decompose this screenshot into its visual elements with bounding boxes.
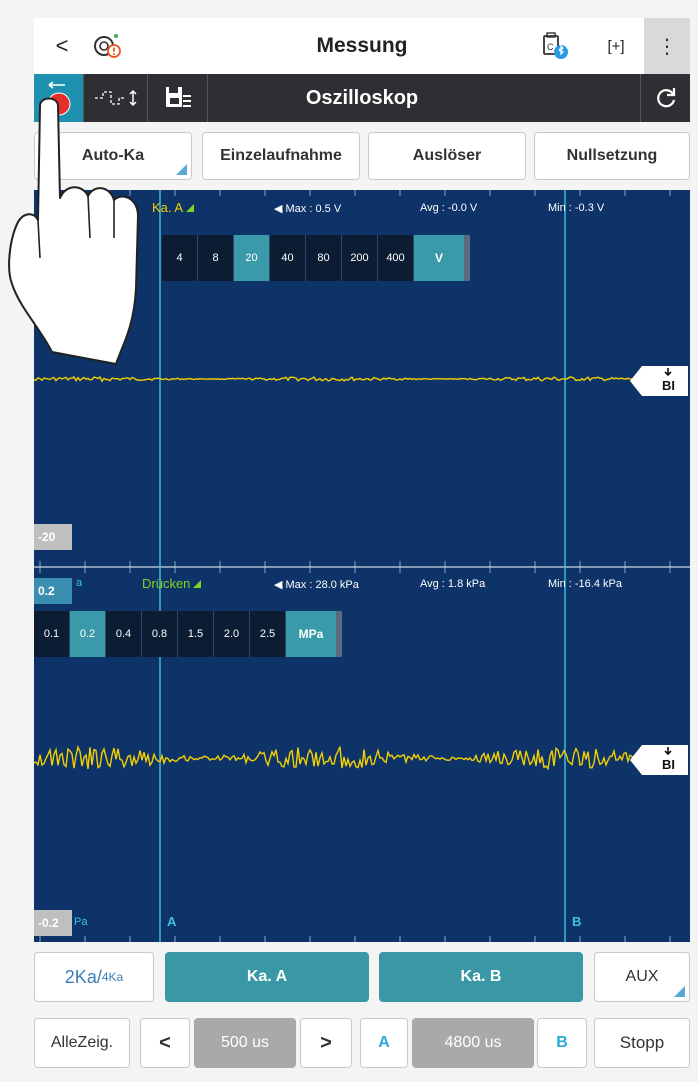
channel-b-max-text: Max : 28.0 kPa [285, 579, 359, 591]
channel-b-scale-unit: MPa [286, 611, 336, 657]
channel-a-scale-option[interactable]: 200 [342, 235, 378, 281]
channel-a-trace [34, 375, 635, 383]
channel-a-scale-option[interactable]: 8 [198, 235, 234, 281]
channel-a-marker-label: BI [662, 378, 675, 393]
channel-a-scale-selector: 4 8 20 40 80 200 400 V [162, 235, 470, 281]
channel-b-trace [34, 745, 635, 771]
channel-a-scale-option[interactable]: 20 [234, 235, 270, 281]
timebase-value: 500 us [194, 1018, 296, 1068]
channel-a-max: ◀ Max : 0.5 V [274, 203, 342, 215]
channel-a-scale-option[interactable]: 4 [162, 235, 198, 281]
channel-b-scale-selector: 0.1 0.2 0.4 0.8 1.5 2.0 2.5 MPa [34, 611, 342, 657]
svg-text:C: C [547, 42, 554, 52]
fullscreen-icon[interactable]: [+] [607, 37, 625, 55]
channel-count-main: 2Ka/ [64, 966, 102, 987]
stop-button[interactable]: Stopp [594, 1018, 690, 1068]
channel-b-max: ◀ Max : 28.0 kPa [274, 579, 359, 591]
timebase-next-button[interactable]: > [300, 1018, 352, 1068]
more-menu-icon[interactable]: ⋮ [644, 18, 690, 74]
channel-b-y-max-label: 0.2 [34, 578, 72, 604]
channel-a-scale-option[interactable]: 80 [306, 235, 342, 281]
timebase-row: AlleZeig. < 500 us > A 4800 us B Stopp [34, 1018, 690, 1076]
channel-count-button[interactable]: 2Ka/4Ka [34, 952, 154, 1002]
trigger-button[interactable]: Auslöser [368, 132, 526, 180]
channel-a-scale-edge [464, 235, 470, 281]
channel-a-name[interactable]: Ka. A [152, 200, 194, 215]
channel-b-y-max-unit: a [76, 577, 83, 589]
tap-gesture-hand-icon [8, 97, 139, 365]
timebase-prev-button[interactable]: < [140, 1018, 190, 1068]
channel-b-scale-option[interactable]: 2.5 [250, 611, 286, 657]
scope-canvas[interactable] [34, 190, 690, 942]
channel-a-max-text: Max : 0.5 V [285, 203, 342, 215]
channel-b-y-min-label: -0.2 [34, 910, 72, 936]
channel-b-avg: Avg : 1.8 kPa [420, 578, 486, 590]
auto-channel-button[interactable]: Auto-Ka [34, 132, 192, 180]
vci-bluetooth-icon[interactable]: C [532, 18, 578, 74]
channel-a-scale-option[interactable]: 400 [378, 235, 414, 281]
channel-b-scale-option[interactable]: 0.1 [34, 611, 70, 657]
cursor-b-button[interactable]: B [537, 1018, 587, 1068]
channel-a-y-min-label: -20 [34, 524, 72, 550]
back-icon[interactable]: < [55, 33, 69, 58]
trigger-mode-icon[interactable] [84, 74, 148, 122]
channel-select-row: 2Ka/4Ka Ka. A Ka. B AUX [34, 952, 690, 1004]
save-list-icon[interactable] [148, 74, 208, 122]
channel-b-scale-option[interactable]: 0.2 [70, 611, 106, 657]
single-shot-button[interactable]: Einzelaufnahme [202, 132, 360, 180]
channel-b-button[interactable]: Ka. B [379, 952, 583, 1002]
channel-a-baseline-marker[interactable]: BI [630, 362, 690, 400]
cursor-a-label[interactable]: A [167, 914, 177, 929]
cursor-delta-value: 4800 us [412, 1018, 534, 1068]
cursor-b-label[interactable]: B [572, 914, 582, 929]
channel-b-scale-option[interactable]: 2.0 [214, 611, 250, 657]
channel-b-min: Min : -16.4 kPa [548, 578, 622, 590]
channel-b-y-min-unit: Pa [74, 916, 88, 928]
channel-count-sub: 4Ka [101, 970, 124, 984]
channel-b-baseline-marker[interactable]: BI [630, 741, 690, 779]
channel-a-avg: Avg : -0.0 V [420, 202, 478, 214]
aux-button[interactable]: AUX [594, 952, 690, 1002]
vehicle-diagnostic-icon[interactable] [84, 18, 130, 74]
channel-b-scale-edge [336, 611, 342, 657]
top-bar: Messung < C [+] ⋮ [34, 18, 690, 74]
channel-b-name[interactable]: Drücken [142, 576, 201, 591]
oscilloscope-screen[interactable]: Ka. A ◀ Max : 0.5 V Avg : -0.0 V Min : -… [34, 190, 690, 942]
channel-b-scale-option[interactable]: 1.5 [178, 611, 214, 657]
channel-a-min: Min : -0.3 V [548, 202, 605, 214]
channel-b-scale-option[interactable]: 0.8 [142, 611, 178, 657]
channel-b-marker-label: BI [662, 757, 675, 772]
control-buttons-row: Auto-Ka Einzelaufnahme Auslöser Nullsetz… [34, 128, 690, 186]
scope-grid [39, 190, 671, 942]
zero-offset-button[interactable]: Nullsetzung [534, 132, 690, 180]
refresh-icon[interactable] [640, 74, 690, 122]
show-all-button[interactable]: AlleZeig. [34, 1018, 130, 1068]
page-title: Messung [316, 34, 408, 57]
channel-b-scale-option[interactable]: 0.4 [106, 611, 142, 657]
channel-a-button[interactable]: Ka. A [165, 952, 369, 1002]
cursor-a-button[interactable]: A [360, 1018, 408, 1068]
channel-a-scale-unit: V [414, 235, 464, 281]
channel-a-scale-option[interactable]: 40 [270, 235, 306, 281]
